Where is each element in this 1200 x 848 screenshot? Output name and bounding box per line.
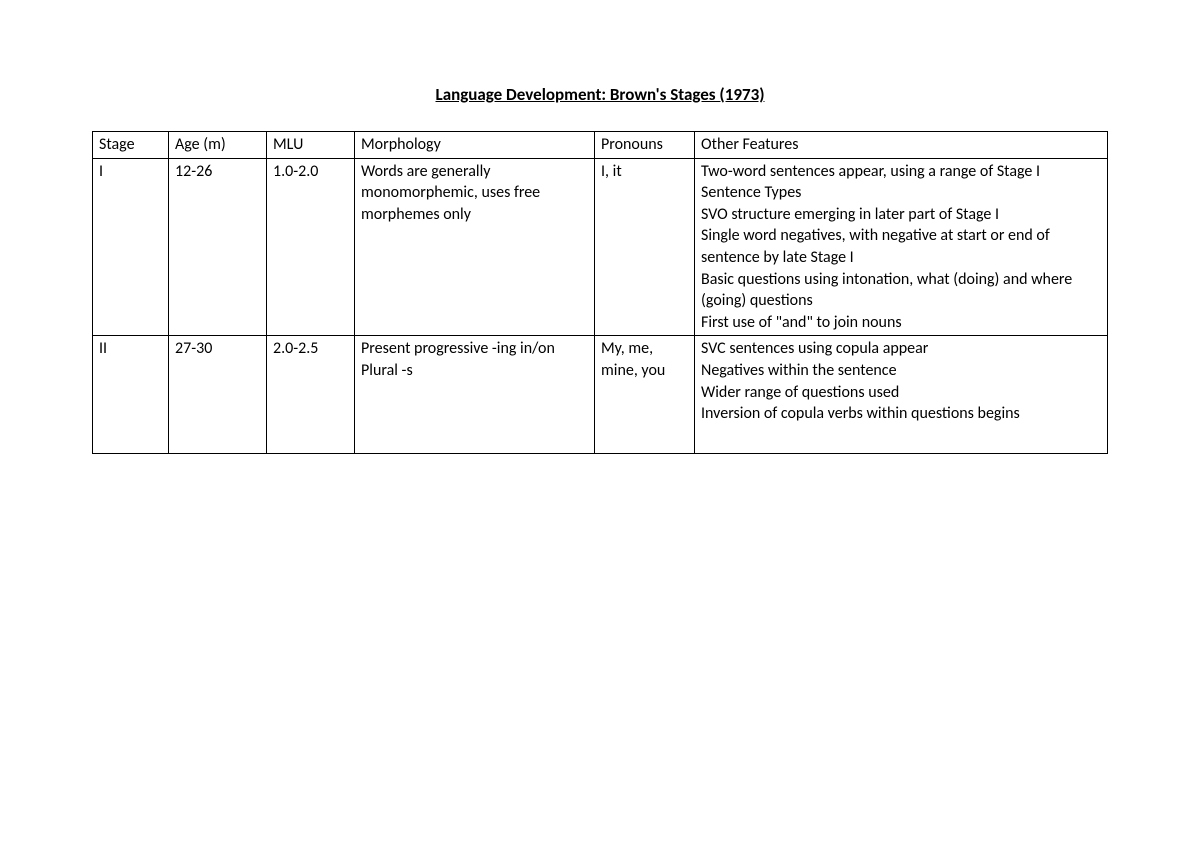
col-header-mlu: MLU [267, 132, 355, 159]
col-header-morphology: Morphology [355, 132, 595, 159]
cell-other: Two-word sentences appear, using a range… [695, 158, 1108, 336]
cell-age: 12-26 [169, 158, 267, 336]
cell-pronouns: I, it [595, 158, 695, 336]
table-header-row: Stage Age (m) MLU Morphology Pronouns Ot… [93, 132, 1108, 159]
cell-mlu: 1.0-2.0 [267, 158, 355, 336]
cell-age: 27-30 [169, 336, 267, 453]
cell-stage: II [93, 336, 169, 453]
cell-other: SVC sentences using copula appear Negati… [695, 336, 1108, 453]
cell-mlu: 2.0-2.5 [267, 336, 355, 453]
cell-stage: I [93, 158, 169, 336]
page-title: Language Development: Brown's Stages (19… [92, 84, 1108, 105]
col-header-stage: Stage [93, 132, 169, 159]
table-row: II 27-30 2.0-2.5 Present progressive -in… [93, 336, 1108, 453]
table-row: I 12-26 1.0-2.0 Words are generally mono… [93, 158, 1108, 336]
col-header-age: Age (m) [169, 132, 267, 159]
cell-pronouns: My, me, mine, you [595, 336, 695, 453]
col-header-pronouns: Pronouns [595, 132, 695, 159]
cell-morphology: Present progressive -ing in/on Plural -s [355, 336, 595, 453]
stages-table: Stage Age (m) MLU Morphology Pronouns Ot… [92, 131, 1108, 454]
cell-morphology: Words are generally monomorphemic, uses … [355, 158, 595, 336]
col-header-other: Other Features [695, 132, 1108, 159]
